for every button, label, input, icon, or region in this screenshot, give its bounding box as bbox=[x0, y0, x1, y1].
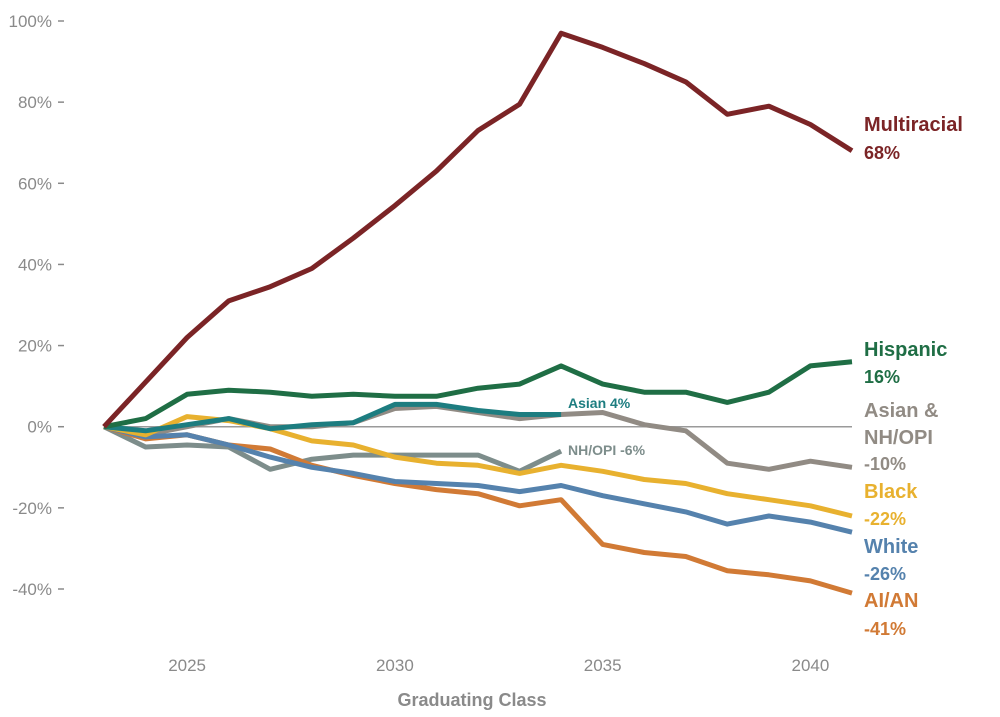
x-tick-label: 2035 bbox=[584, 656, 622, 675]
x-axis-title: Graduating Class bbox=[397, 690, 546, 710]
x-tick-label: 2030 bbox=[376, 656, 414, 675]
series-label-multiracial: Multiracial bbox=[864, 114, 963, 136]
series-value-ai-an: -41% bbox=[864, 619, 906, 639]
series-label-hispanic: Hispanic bbox=[864, 339, 947, 361]
y-tick-label: 100% bbox=[9, 12, 52, 31]
series-label-asian-nh-opi: Asian & NH/OPI bbox=[864, 400, 938, 449]
series-line-asian-nh-opi bbox=[103, 403, 853, 472]
series-value-white: -26% bbox=[864, 564, 906, 584]
x-tick-label: 2040 bbox=[792, 656, 830, 675]
series-line-hispanic bbox=[103, 359, 853, 430]
series-lines bbox=[102, 30, 854, 596]
y-tick-label: -40% bbox=[12, 580, 52, 599]
y-axis: -40% -20% 0% 20% 40% 60% 80% 100% bbox=[9, 12, 64, 599]
x-tick-label: 2025 bbox=[168, 656, 206, 675]
series-line-nh-opi bbox=[102, 424, 563, 474]
y-tick-label: 40% bbox=[18, 255, 52, 274]
series-label-nh-opi: NH/OPI -6% bbox=[568, 442, 646, 458]
y-tick-label: 60% bbox=[18, 174, 52, 193]
series-line-ai-an bbox=[103, 424, 853, 596]
y-tick-label: -20% bbox=[12, 499, 52, 518]
series-label-black: Black bbox=[864, 481, 918, 503]
x-axis: 2025 2030 2035 2040 bbox=[168, 656, 829, 675]
series-label-asian: Asian 4% bbox=[568, 395, 631, 411]
series-value-hispanic: 16% bbox=[864, 367, 900, 387]
series-value-multiracial: 68% bbox=[864, 143, 900, 163]
series-line-asian bbox=[103, 401, 562, 434]
series-label-ai-an: AI/AN bbox=[864, 590, 918, 612]
series-value-black: -22% bbox=[864, 509, 906, 529]
y-tick-label: 20% bbox=[18, 337, 52, 356]
series-label-white: White bbox=[864, 536, 918, 558]
series-labels: Multiracial 68% Hispanic 16% Asian & NH/OPI -1… bbox=[568, 114, 963, 639]
series-value-asian-nh-opi: -10% bbox=[864, 454, 906, 474]
series-line-white bbox=[103, 424, 853, 535]
series-line-multiracial bbox=[102, 30, 854, 429]
y-tick-label: 0% bbox=[27, 418, 52, 437]
y-tick-label: 80% bbox=[18, 93, 52, 112]
